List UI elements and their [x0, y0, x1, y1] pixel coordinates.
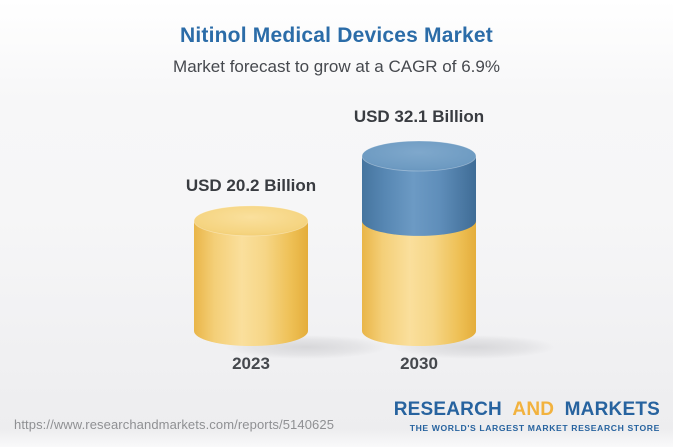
cylinder-2030-growth-segment: [362, 156, 476, 236]
cylinder-2030-base-segment: [362, 220, 476, 346]
logo-word-markets: MARKETS: [564, 399, 660, 420]
chart-title: Nitinol Medical Devices Market: [180, 24, 493, 47]
source-url-text: https://www.researchandmarkets.com/repor…: [14, 417, 335, 432]
logo-wordmark: RESEARCH AND MARKETS: [394, 399, 660, 421]
cylinder-2023-base-segment: [194, 220, 308, 346]
logo-word-research: RESEARCH: [393, 399, 502, 420]
logo-word-and: AND: [512, 399, 555, 420]
research-and-markets-logo: RESEARCH AND MARKETS THE WORLD'S LARGEST…: [394, 399, 660, 433]
category-label-2023: 2023: [232, 354, 270, 373]
cylinder-top-2030: [361, 140, 477, 172]
value-label-2030: USD 32.1 Billion: [353, 107, 485, 126]
category-label-2030: 2030: [400, 354, 438, 373]
logo-tagline: THE WORLD'S LARGEST MARKET RESEARCH STOR…: [409, 423, 660, 433]
cylinder-top-2023: [193, 205, 309, 237]
chart-subtitle: Market forecast to grow at a CAGR of 6.9…: [173, 57, 500, 76]
value-label-2023: USD 20.2 Billion: [185, 176, 317, 195]
